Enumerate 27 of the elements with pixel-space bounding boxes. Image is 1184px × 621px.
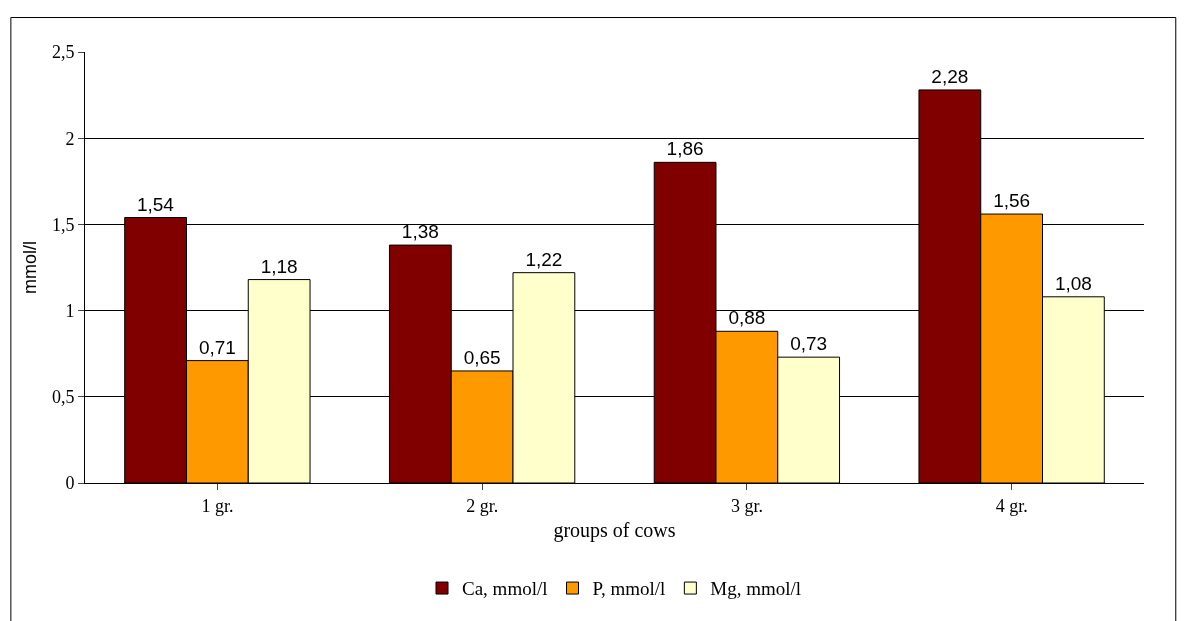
x-tick-label: 3 gr. (730, 495, 763, 516)
x-axis-title: groups of cows (553, 519, 676, 543)
y-axis-title: mmol/l (20, 241, 41, 294)
data-label: 1,38 (401, 221, 439, 243)
y-tick-label: 1,5 (51, 214, 75, 235)
data-label: 1,08 (1054, 272, 1092, 294)
data-label: 1,18 (260, 255, 298, 277)
data-label: 0,88 (728, 307, 766, 329)
legend-label: Ca, mmol/l (462, 578, 548, 600)
data-label: 0,71 (198, 336, 236, 358)
data-label: 1,54 (136, 193, 175, 215)
x-tick-label: 4 gr. (995, 495, 1028, 516)
x-tick-label: 1 gr. (201, 495, 234, 516)
y-tick-label: 2,5 (51, 42, 75, 63)
y-tick-label: 2 (65, 128, 75, 149)
legend-label: P, mmol/l (592, 578, 666, 600)
data-label: 1,22 (525, 248, 563, 270)
data-label: 1,86 (666, 138, 704, 160)
data-label: 1,56 (993, 190, 1031, 212)
y-tick-label: 0,5 (51, 387, 75, 408)
y-tick-label: 1 (65, 300, 75, 321)
data-label: 0,73 (790, 333, 828, 355)
x-tick-label: 2 gr. (466, 495, 499, 516)
legend-label: Mg, mmol/l (710, 578, 802, 600)
y-tick-label: 0 (65, 473, 75, 494)
data-label: 2,28 (931, 65, 969, 87)
data-label: 0,65 (463, 346, 501, 368)
